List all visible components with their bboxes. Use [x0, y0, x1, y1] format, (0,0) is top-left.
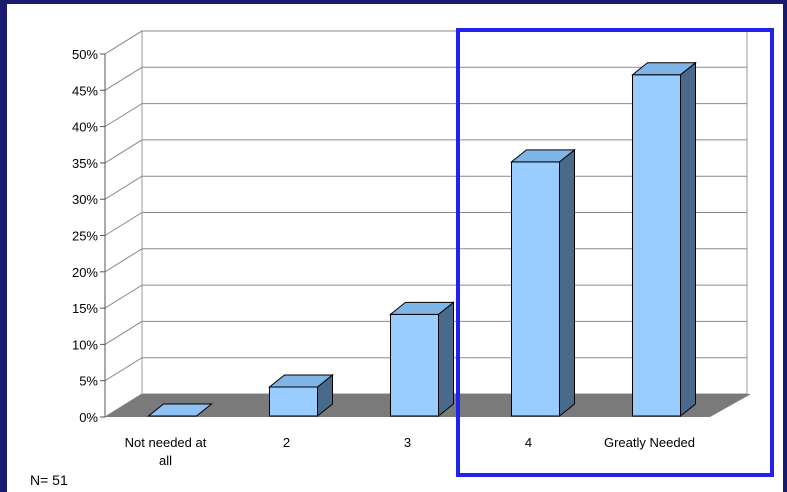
- grid-line: [104, 103, 747, 128]
- y-tick-label: 5%: [79, 374, 98, 389]
- y-tick-label: 45%: [72, 83, 98, 98]
- x-category-label: 3: [404, 435, 411, 450]
- bar-top: [389, 301, 455, 315]
- y-tick-label: 50%: [72, 47, 98, 62]
- bar-front: [632, 74, 681, 417]
- bar-top: [631, 62, 697, 76]
- bar: [147, 403, 213, 417]
- y-tick-label: 30%: [72, 192, 98, 207]
- bar: [389, 301, 455, 418]
- bar: [268, 373, 334, 418]
- grid-line: [104, 66, 747, 91]
- bar-front: [511, 161, 560, 417]
- x-category-label: Greatly Needed: [604, 435, 695, 450]
- y-tick-label: 40%: [72, 120, 98, 135]
- y-tick-label: 15%: [72, 301, 98, 316]
- grid-line: [104, 139, 747, 164]
- y-tick-label: 35%: [72, 156, 98, 171]
- sample-size-note: N= 51: [30, 472, 68, 488]
- slide-panel: 0% 5% 10% 15% 20% 25% 30% 35% 40% 45% 50% Not need…: [7, 4, 783, 492]
- highlight-box: [456, 28, 774, 477]
- bar-top: [510, 149, 576, 163]
- bar-side: [559, 148, 575, 418]
- bars: [147, 61, 697, 418]
- y-tick-label: 10%: [72, 337, 98, 352]
- y-tick-label: 25%: [72, 229, 98, 244]
- bar-top: [268, 374, 334, 388]
- bar-side: [438, 301, 454, 418]
- bar: [631, 61, 697, 418]
- y-tick-label: 0%: [79, 410, 98, 425]
- x-category-label: Not needed at: [125, 435, 207, 450]
- highlight-box-group: [456, 28, 774, 477]
- x-axis-labels: Not needed at all 2 3 4 Greatly Needed: [125, 435, 695, 468]
- y-tick-label: 20%: [72, 265, 98, 280]
- y-axis-ticks: 0% 5% 10% 15% 20% 25% 30% 35% 40% 45% 50%: [72, 47, 106, 425]
- x-category-label: 4: [525, 435, 532, 450]
- bar: [510, 148, 576, 418]
- x-category-label: 2: [283, 435, 290, 450]
- bar-chart: 0% 5% 10% 15% 20% 25% 30% 35% 40% 45% 50% Not need…: [72, 28, 774, 477]
- bar-front: [269, 386, 318, 417]
- bar-side: [680, 61, 696, 418]
- bar-top: [147, 403, 213, 417]
- bar-front: [390, 313, 439, 417]
- x-category-label: all: [159, 453, 172, 468]
